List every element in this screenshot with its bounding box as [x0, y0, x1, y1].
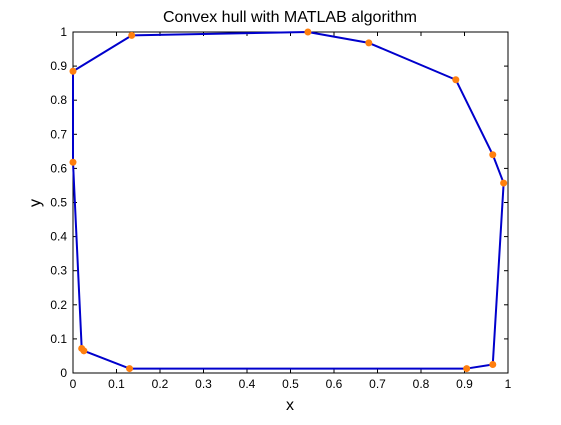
- hull-point: [69, 67, 77, 75]
- y-tick-label: 0.3: [50, 264, 67, 278]
- y-tick-label: 0.2: [50, 298, 67, 312]
- y-tick-label: 0.9: [50, 59, 67, 73]
- y-tick-label: 0.4: [50, 230, 67, 244]
- hull-point: [463, 365, 471, 373]
- hull-point: [304, 28, 312, 36]
- y-tick-label: 0.6: [50, 161, 67, 175]
- hull-point: [128, 31, 136, 39]
- y-tick-label: 0.8: [50, 93, 67, 107]
- y-tick-label: 0.7: [50, 127, 67, 141]
- hull-point: [500, 179, 508, 187]
- hull-point: [126, 365, 134, 373]
- x-tick-label: 0.9: [456, 377, 473, 391]
- x-tick-label: 0.1: [108, 377, 125, 391]
- x-tick-label: 0.3: [195, 377, 212, 391]
- hull-point: [489, 360, 497, 368]
- axes: 0 0.1 0.2 0.3 0.4 0.5 0.6 0.7 0.8 0.9 1 0 0.1 0.2 0.3 0…: [50, 25, 511, 391]
- plot-area: [69, 28, 508, 373]
- hull-point: [365, 39, 373, 47]
- hull-point: [69, 158, 77, 166]
- y-tick-label: 0.1: [50, 332, 67, 346]
- x-tick-label: 0.2: [152, 377, 169, 391]
- chart-title: Convex hull with MATLAB algorithm: [163, 9, 417, 26]
- y-tick-label: 0: [60, 366, 67, 380]
- x-tick-label: 0.6: [326, 377, 343, 391]
- y-tick-label: 0.5: [50, 196, 67, 210]
- hull-point: [452, 76, 460, 84]
- x-axis-label: x: [286, 397, 294, 414]
- hull-point: [489, 151, 497, 159]
- x-tick-label: 0.5: [282, 377, 299, 391]
- x-tick-label: 0.4: [239, 377, 256, 391]
- x-tick-label: 0.7: [369, 377, 386, 391]
- x-tick-label: 1: [505, 377, 512, 391]
- y-axis-label: y: [27, 199, 44, 207]
- x-tick-label: 0.8: [413, 377, 430, 391]
- hull-point: [78, 344, 86, 352]
- y-tick-label: 1: [60, 25, 67, 39]
- x-tick-label: 0: [70, 377, 77, 391]
